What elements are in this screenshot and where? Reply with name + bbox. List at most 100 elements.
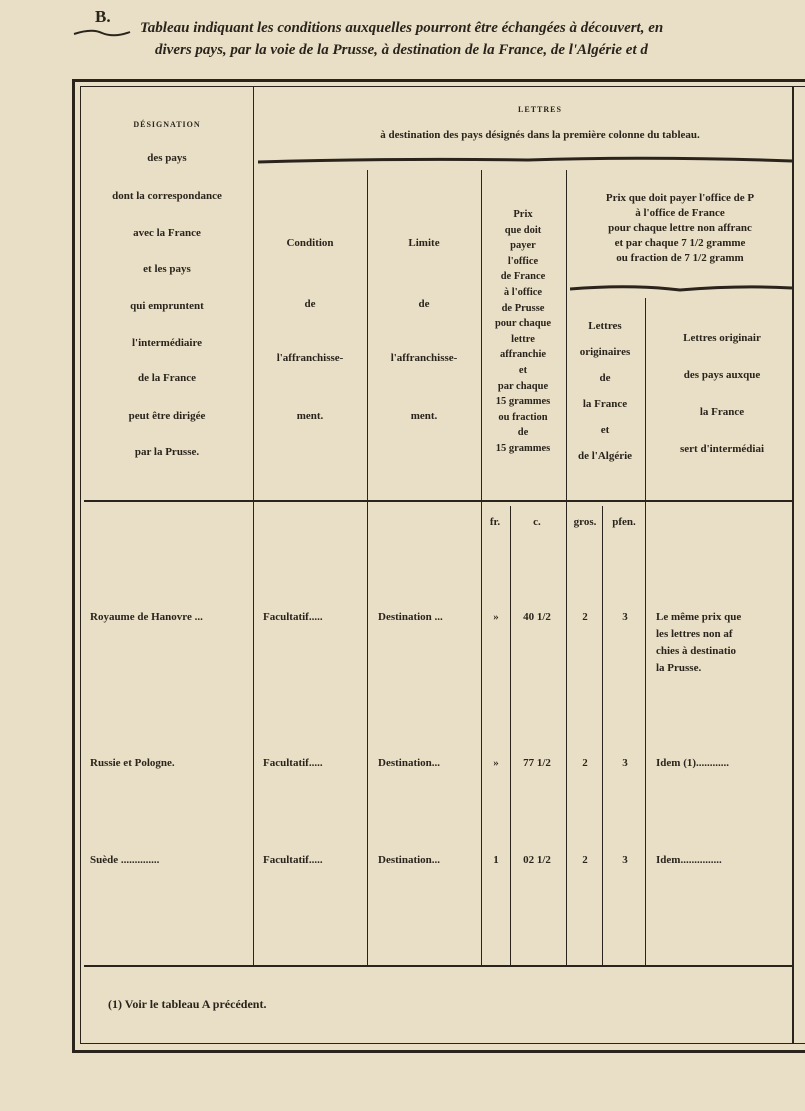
table-cell: Destination... [378, 757, 441, 769]
column-header: payer [510, 240, 536, 252]
swash [73, 29, 131, 37]
column-header: 15 grammes [495, 396, 551, 408]
swash-rule [258, 156, 792, 164]
column-header: sert d'intermédiai [679, 443, 765, 455]
unit-label: c. [533, 516, 541, 528]
rule [602, 506, 603, 965]
frame [792, 86, 794, 1044]
table-cell: 2 [582, 611, 588, 623]
column-header: ou fraction [498, 411, 548, 423]
column-header: de [599, 372, 611, 384]
table-cell: Destination ... [378, 611, 443, 623]
table-cell: 3 [622, 757, 628, 769]
column-header: la France [582, 398, 628, 410]
column-header: l'affranchisse- [390, 352, 458, 364]
rule [253, 87, 254, 965]
frame [80, 1043, 805, 1044]
column-header: et par chaque 7 1/2 gramme [614, 237, 746, 249]
column-header: de Prusse [501, 302, 545, 314]
column-header: pour chaque [494, 318, 552, 330]
table-cell: Facultatif..... [263, 757, 323, 769]
table-cell: 2 [582, 757, 588, 769]
column-header: de France [500, 271, 546, 283]
table-cell: la Prusse. [656, 662, 702, 674]
frame [72, 79, 75, 1053]
group-header: LETTRES [518, 105, 562, 114]
rule [84, 965, 792, 967]
column-header: et les pays [143, 263, 191, 275]
column-header: avec la France [133, 227, 201, 239]
rule [566, 170, 567, 965]
frame [80, 86, 81, 1044]
unit-label: fr. [489, 516, 501, 528]
column-header: et [518, 365, 528, 376]
rule [510, 506, 511, 965]
column-header: qui empruntent [130, 300, 204, 312]
column-header: lettre [511, 333, 535, 345]
column-header: peut être dirigée [128, 410, 206, 422]
rule [367, 170, 368, 965]
rule [481, 170, 482, 965]
column-header: Condition [286, 237, 334, 249]
table-cell: 40 1/2 [523, 611, 551, 623]
column-header: l'affranchisse- [276, 352, 344, 364]
rule [645, 298, 646, 965]
unit-label: gros. [573, 516, 597, 528]
column-header: dont la correspondance [112, 190, 222, 202]
table-cell: 3 [622, 611, 628, 623]
table-cell: Suède .............. [90, 854, 160, 866]
title-line: divers pays, par la voie de la Prusse, à… [155, 42, 648, 58]
column-header: des pays [147, 152, 187, 164]
section-letter: B. [95, 7, 111, 26]
swash-rule [570, 285, 792, 292]
column-header: pour chaque lettre non affranc [608, 222, 752, 234]
column-header: 15 grammes [495, 443, 551, 454]
column-header: originaires [579, 346, 631, 358]
title-line: Tableau indiquant les conditions auxquel… [140, 20, 664, 36]
column-header: de [517, 427, 529, 439]
table-cell: 3 [622, 854, 628, 866]
column-header: Prix que doit payer l'office de P [605, 192, 755, 204]
column-header: de l'Algérie [577, 450, 633, 462]
column-header: de [304, 298, 316, 310]
table-cell: Royaume de Hanovre ... [90, 611, 203, 623]
column-header: par la Prusse. [134, 446, 200, 458]
column-header: l'intermédiaire [131, 337, 203, 349]
column-header: Lettres [588, 320, 622, 332]
footnote: (1) Voir le tableau A précédent. [108, 997, 267, 1011]
table-cell: 02 1/2 [523, 854, 551, 866]
table-cell: Facultatif..... [263, 854, 323, 866]
column-header: des pays auxque [683, 369, 761, 381]
column-header: Lettres originair [683, 332, 761, 344]
column-header: de la France [137, 372, 197, 384]
column-header: ou fraction de 7 1/2 gramm [616, 252, 744, 264]
column-header: ment. [296, 410, 324, 422]
column-header: ment. [410, 410, 438, 422]
column-header: de [418, 298, 430, 310]
column-header: Limite [408, 237, 440, 249]
table-cell: » [493, 611, 499, 623]
table-cell: 2 [582, 854, 588, 866]
column-header: DÉSIGNATION [133, 120, 201, 129]
table-cell: » [493, 757, 499, 769]
column-header: l'office [507, 255, 539, 267]
unit-label: pfen. [612, 516, 636, 528]
column-header: la France [699, 406, 745, 418]
column-header: par chaque [497, 380, 549, 392]
table-cell: 77 1/2 [523, 757, 551, 769]
column-header: et [600, 424, 610, 436]
table-cell: Idem (1)............ [656, 757, 730, 769]
column-header: Prix [513, 209, 533, 220]
table-cell: 1 [493, 854, 499, 866]
table-cell: Idem............... [656, 854, 722, 866]
table-cell: Destination... [378, 854, 441, 866]
table-cell: Facultatif..... [263, 611, 323, 623]
table-cell: chies à destinatio [656, 645, 737, 657]
column-header: à l'office de France [635, 207, 725, 219]
rule [84, 500, 792, 502]
frame [72, 79, 805, 82]
column-header: que doit [504, 224, 542, 236]
table-cell: les lettres non af [656, 628, 733, 640]
table-cell: Le même prix que [656, 611, 742, 623]
